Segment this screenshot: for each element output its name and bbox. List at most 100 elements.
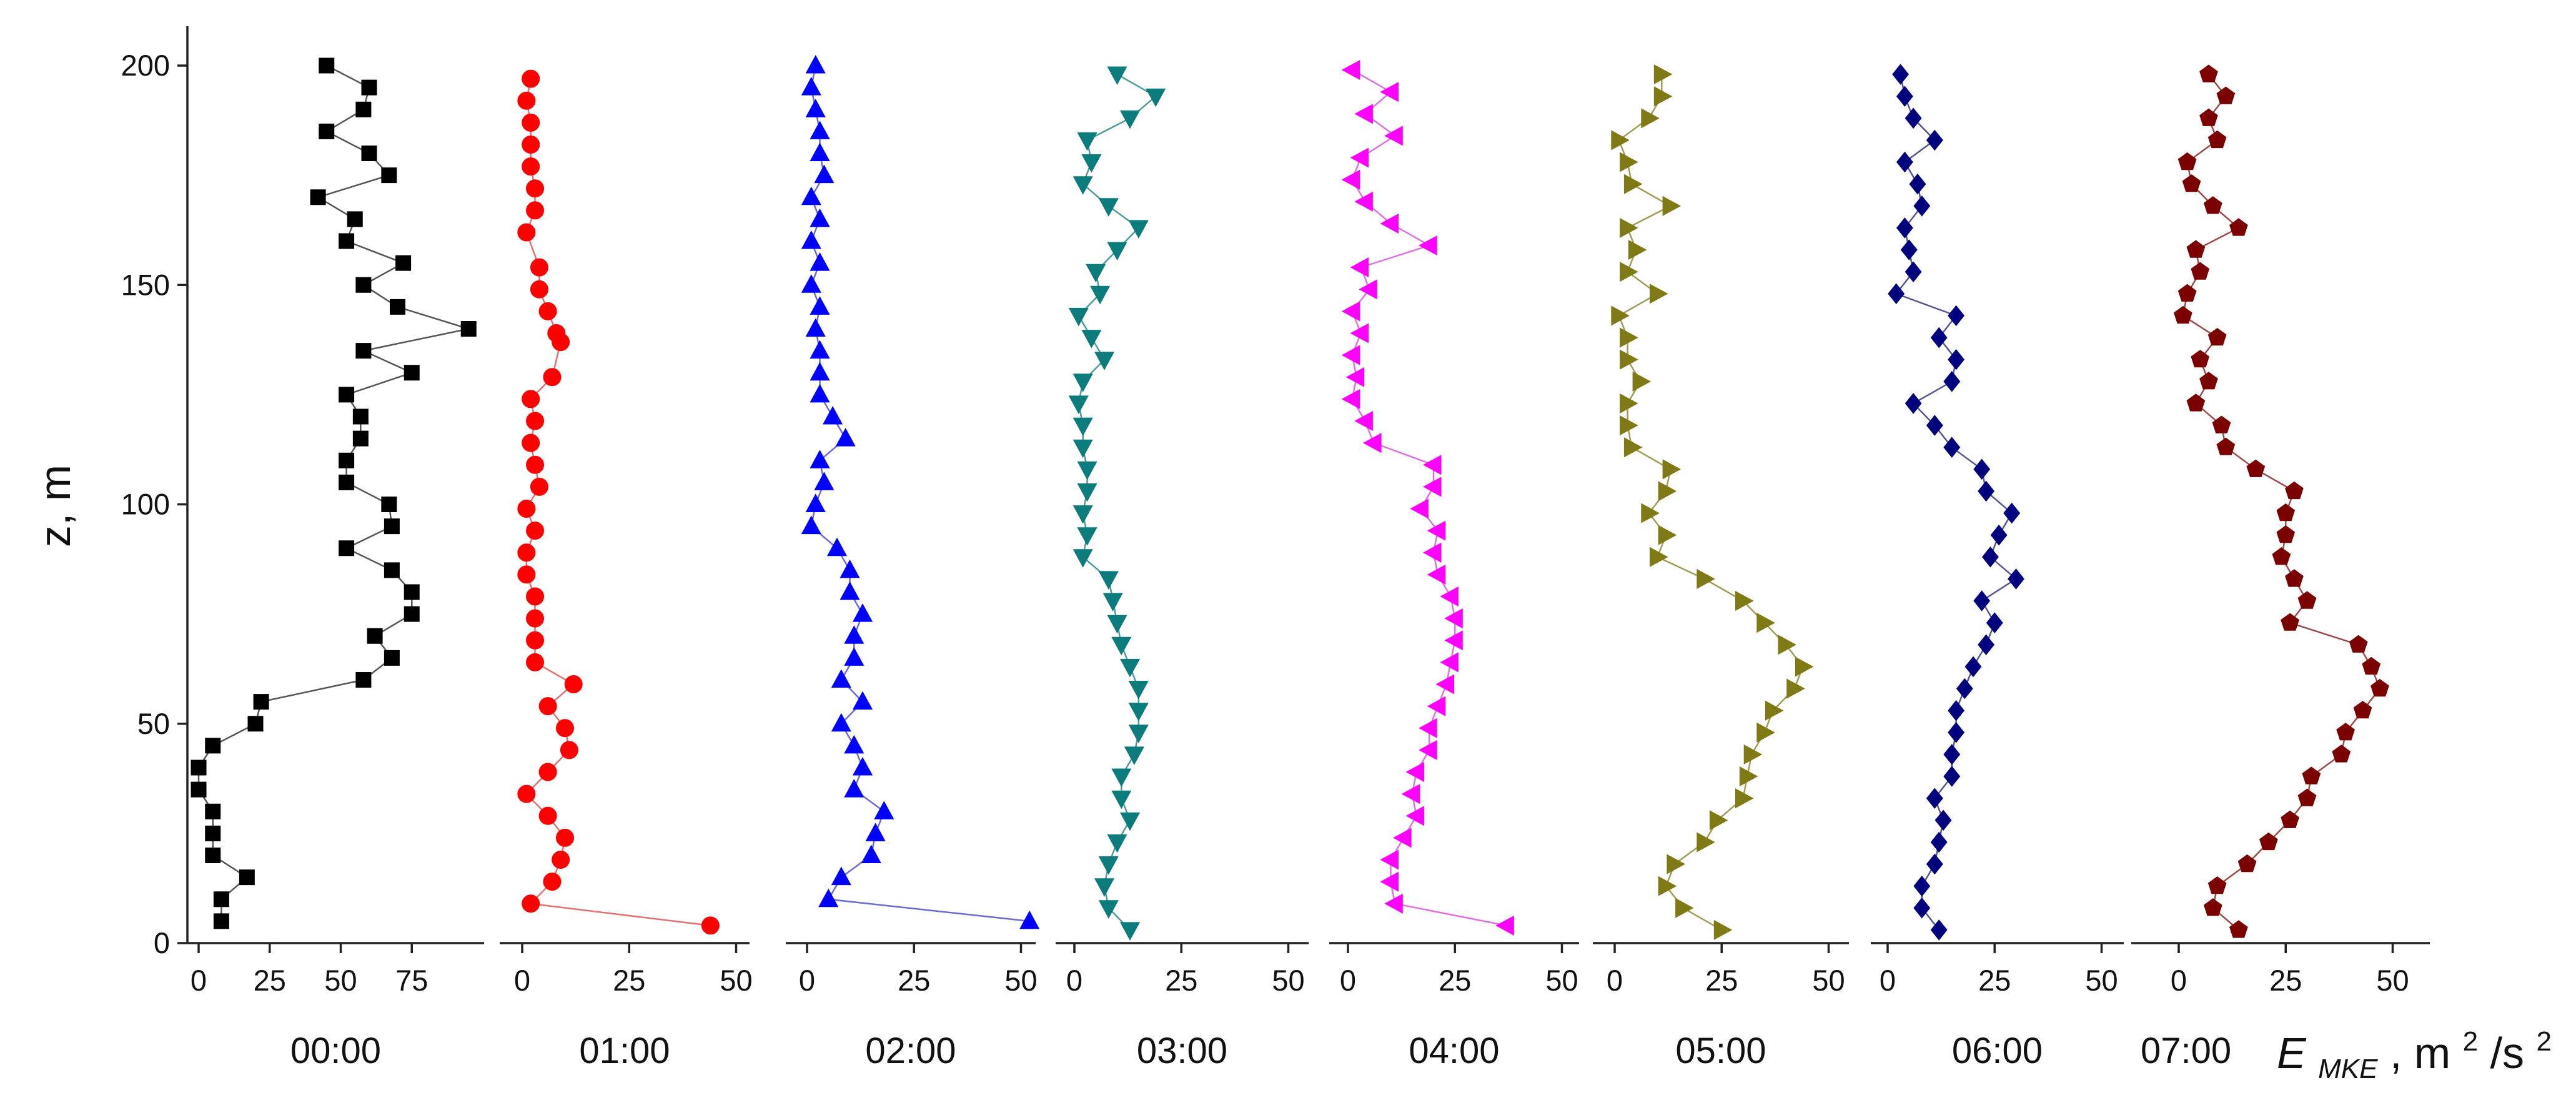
data-point (213, 913, 229, 929)
data-point (1068, 307, 1089, 327)
data-point (517, 91, 536, 110)
data-point (1427, 520, 1446, 541)
data-point (522, 157, 540, 176)
data-point (1098, 198, 1119, 217)
data-point (556, 719, 574, 738)
data-point (1128, 703, 1149, 721)
data-point (352, 408, 369, 425)
data-point (526, 609, 545, 628)
data-point (355, 343, 372, 359)
data-point (522, 69, 540, 88)
data-point (1380, 871, 1399, 892)
data-point (844, 625, 864, 644)
data-point (805, 318, 826, 337)
data-point (1990, 524, 2008, 546)
data-point (801, 515, 821, 535)
data-point (522, 433, 540, 452)
data-point (1641, 108, 1660, 129)
data-point (1778, 635, 1797, 655)
data-point (1350, 257, 1369, 278)
x-tick-label: 0 (799, 964, 815, 997)
data-point (1119, 812, 1141, 831)
data-point (1905, 261, 1922, 283)
data-point (2297, 788, 2317, 806)
data-point (404, 606, 420, 622)
data-point (1973, 458, 1991, 480)
data-point (1926, 415, 1943, 436)
data-point (310, 189, 326, 205)
data-point (191, 781, 207, 798)
data-point (384, 650, 400, 666)
data-point (801, 230, 821, 249)
data-point (1401, 784, 1420, 804)
data-point (852, 756, 873, 776)
data-point (1620, 393, 1638, 413)
x-tick-label: 50 (1545, 964, 1578, 997)
data-point (1623, 174, 1643, 194)
data-point (1650, 547, 1668, 567)
panel-label: 04:00 (1409, 1031, 1499, 1071)
data-point (1345, 367, 1365, 387)
x-tick-label: 25 (1978, 964, 2011, 997)
data-point (2353, 701, 2372, 719)
data-point (1124, 746, 1144, 765)
data-point (1354, 410, 1373, 432)
data-point (2229, 920, 2248, 938)
panel-0700: 0 25 50 07:00 (2131, 64, 2430, 1071)
data-point (1795, 656, 1814, 677)
data-point (530, 258, 548, 277)
data-point (538, 302, 557, 320)
data-point (526, 179, 545, 198)
data-point (339, 474, 355, 490)
data-point (1073, 439, 1093, 458)
data-point (538, 697, 557, 716)
data-point (1620, 415, 1638, 436)
data-point (1444, 630, 1463, 651)
data-point (1419, 235, 1437, 256)
data-point (1948, 349, 1965, 370)
data-point (831, 713, 851, 732)
data-point (526, 653, 545, 671)
data-point (861, 844, 881, 863)
data-point (2186, 240, 2206, 258)
data-point (355, 277, 372, 293)
data-point (1341, 169, 1360, 190)
data-point (543, 368, 562, 387)
data-point (1943, 744, 1961, 765)
data-point (844, 735, 864, 754)
data-point (1913, 195, 1931, 217)
data-point (1354, 191, 1373, 212)
data-point (1930, 919, 1948, 941)
data-point (1119, 658, 1141, 678)
data-point (1119, 922, 1141, 941)
data-point (1410, 498, 1429, 519)
data-point (1119, 110, 1141, 129)
data-point (2008, 568, 2024, 590)
data-point (1756, 613, 1775, 633)
x-axis-title-units-mid: /s (2490, 1029, 2524, 1077)
x-tick-label: 25 (898, 964, 930, 997)
data-point (1896, 151, 1913, 173)
data-point (526, 631, 545, 650)
data-point (1662, 195, 1682, 216)
data-point (1888, 283, 1905, 305)
panel-label: 05:00 (1675, 1031, 1766, 1071)
data-point (352, 430, 369, 447)
data-point (2191, 350, 2210, 368)
data-point (1650, 284, 1668, 304)
data-point (831, 866, 851, 886)
data-point (2370, 678, 2389, 697)
data-point (1611, 305, 1630, 326)
data-point (1128, 725, 1149, 743)
data-point (865, 823, 886, 841)
data-point (1380, 82, 1399, 102)
data-point (1611, 130, 1630, 151)
data-point (526, 201, 545, 220)
data-point (840, 559, 860, 578)
data-point (1341, 59, 1360, 81)
data-point (1623, 437, 1643, 458)
data-point (205, 848, 221, 863)
x-tick-label: 50 (2085, 964, 2118, 997)
data-point (2216, 86, 2236, 104)
